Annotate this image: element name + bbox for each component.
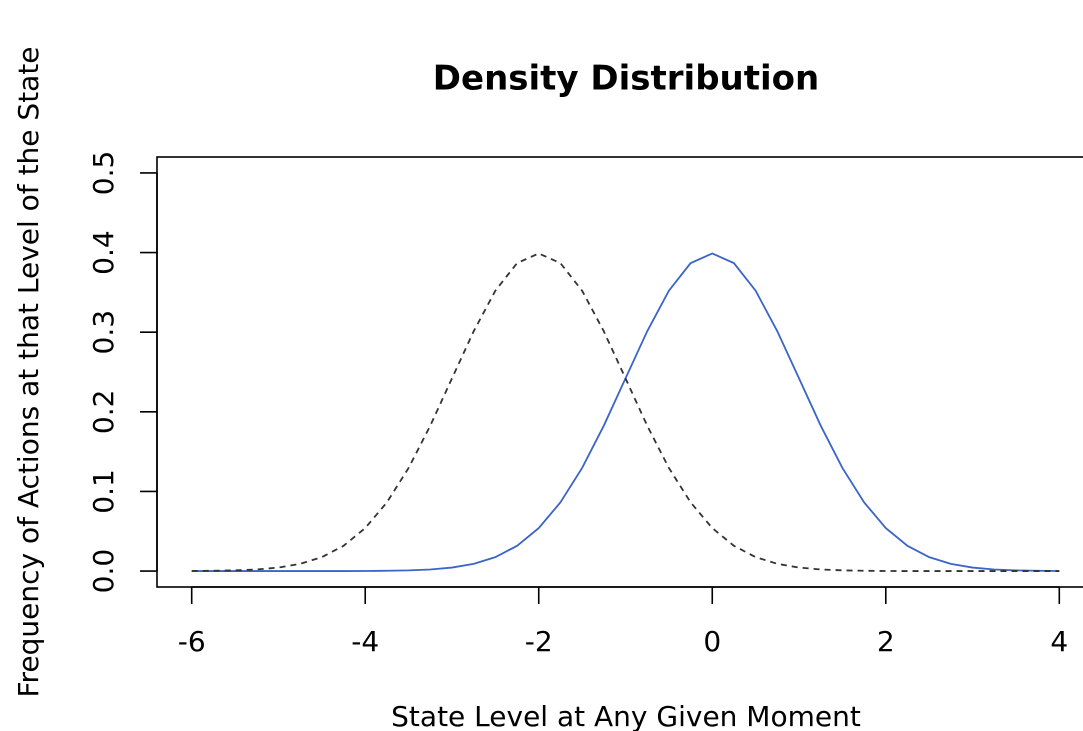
x-axis-label: State Level at Any Given Moment (391, 700, 861, 731)
chart-title: Density Distribution (433, 59, 819, 99)
x-tick-label: -4 (351, 625, 379, 658)
y-axis-label: Frequency of Actions at that Level of th… (12, 46, 45, 697)
y-tick-label: 0.1 (87, 469, 120, 514)
y-tick-label: 0.0 (87, 549, 120, 594)
series-line (191, 252, 1060, 572)
x-tick-label: -6 (178, 625, 206, 658)
x-tick-label: -2 (525, 625, 553, 658)
y-tick-label: 0.3 (87, 310, 120, 355)
x-tick-label: 2 (877, 625, 895, 658)
y-tick-label: 0.2 (87, 390, 120, 435)
plot-frame (156, 156, 1083, 588)
x-tick-label: 4 (1050, 625, 1068, 658)
x-tick-label: 0 (703, 625, 721, 658)
y-tick-label: 0.4 (87, 230, 120, 275)
y-tick-label: 0.5 (87, 151, 120, 196)
series-line (191, 252, 1060, 572)
